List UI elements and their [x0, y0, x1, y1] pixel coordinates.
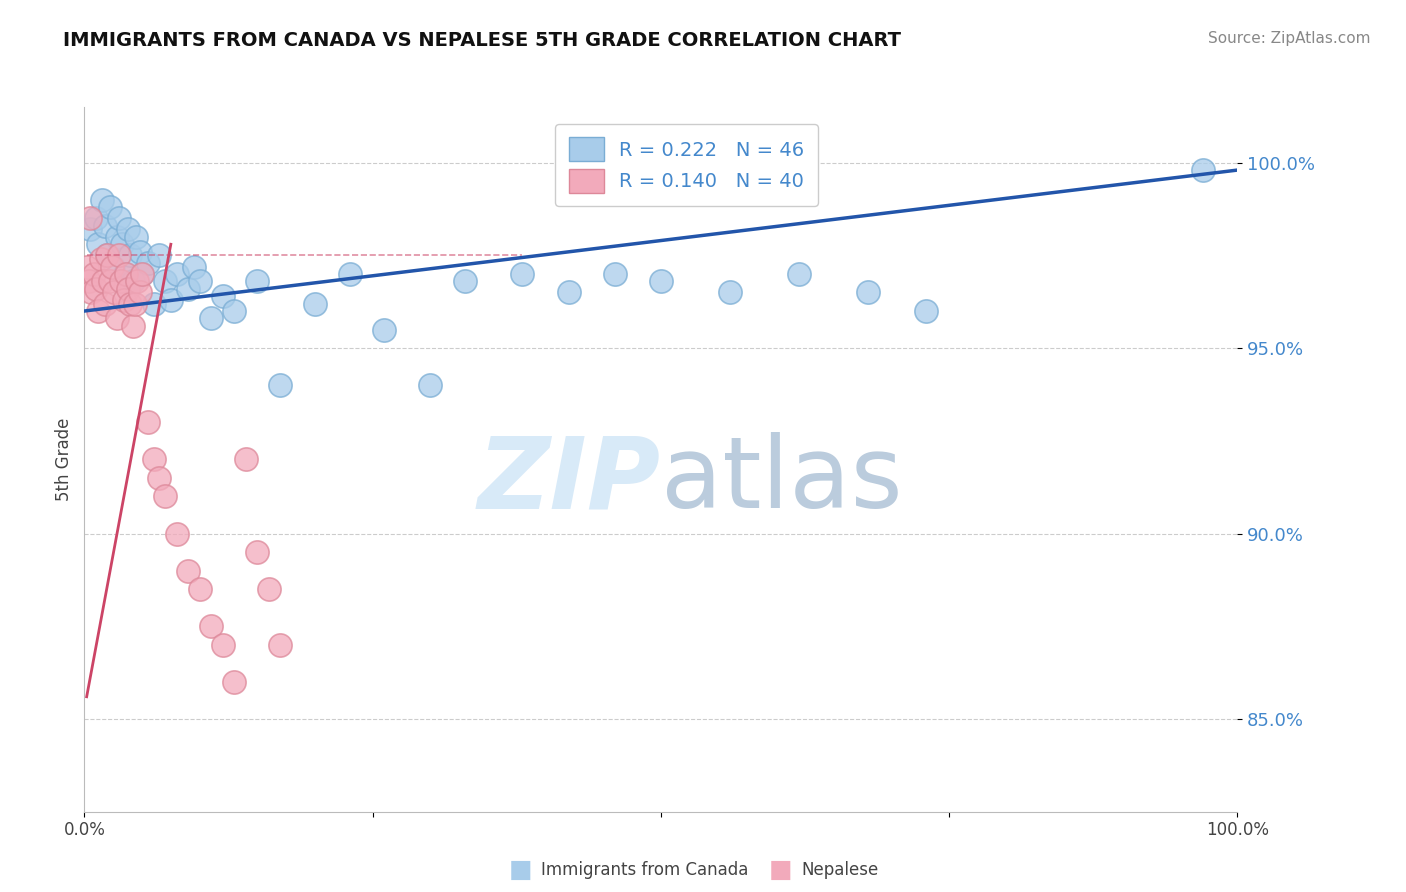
Point: [915, 304, 938, 318]
Point: [557, 285, 579, 300]
Point: [858, 285, 880, 300]
Point: [84, 282, 107, 296]
Point: [115, 267, 138, 281]
Point: [90, 193, 112, 207]
Point: [200, 619, 222, 633]
Point: [121, 274, 143, 288]
Point: [246, 545, 269, 559]
Point: [91, 274, 114, 288]
Point: [246, 274, 269, 288]
Point: [80, 285, 103, 300]
Point: [112, 293, 135, 307]
Text: Source: ZipAtlas.com: Source: ZipAtlas.com: [1208, 31, 1371, 46]
Point: [83, 267, 105, 281]
Point: [128, 285, 150, 300]
Point: [79, 222, 101, 236]
Point: [131, 267, 153, 281]
Point: [235, 452, 257, 467]
Point: [177, 282, 200, 296]
Point: [142, 452, 165, 467]
Point: [77, 274, 100, 288]
Point: [120, 296, 142, 310]
Point: [650, 274, 672, 288]
Point: [269, 638, 291, 652]
Point: [142, 296, 165, 310]
Point: [114, 267, 136, 281]
Point: [603, 267, 626, 281]
Point: [269, 378, 291, 392]
Point: [1191, 163, 1213, 178]
Point: [200, 311, 222, 326]
Point: [84, 211, 107, 226]
Point: [177, 564, 200, 578]
Text: ■: ■: [509, 858, 531, 881]
Point: [183, 260, 205, 274]
Point: [87, 237, 110, 252]
Text: ZIP: ZIP: [478, 432, 661, 529]
Point: [224, 674, 246, 689]
Point: [188, 274, 211, 288]
Point: [373, 322, 395, 336]
Point: [103, 285, 125, 300]
Point: [108, 211, 131, 226]
Point: [101, 260, 124, 274]
Point: [787, 267, 810, 281]
Point: [117, 222, 139, 236]
Point: [125, 230, 148, 244]
Point: [87, 304, 110, 318]
Text: Nepalese: Nepalese: [801, 861, 879, 879]
Point: [257, 582, 280, 597]
Point: [117, 282, 139, 296]
Point: [96, 248, 118, 262]
Point: [718, 285, 741, 300]
Text: ■: ■: [769, 858, 792, 881]
Point: [188, 582, 211, 597]
Point: [94, 219, 117, 233]
Point: [148, 471, 170, 485]
Point: [148, 248, 170, 262]
Point: [120, 248, 142, 262]
Point: [79, 211, 101, 226]
Point: [339, 267, 361, 281]
Point: [127, 274, 149, 288]
Point: [103, 260, 124, 274]
Point: [105, 311, 128, 326]
Point: [166, 267, 188, 281]
Legend: R = 0.222   N = 46, R = 0.140   N = 40: R = 0.222 N = 46, R = 0.140 N = 40: [555, 124, 818, 206]
Point: [136, 256, 159, 270]
Point: [136, 415, 159, 429]
Point: [211, 289, 233, 303]
Point: [419, 378, 441, 392]
Point: [124, 296, 146, 310]
Point: [512, 267, 534, 281]
Point: [128, 244, 150, 259]
Point: [110, 274, 132, 288]
Point: [111, 237, 134, 252]
Text: IMMIGRANTS FROM CANADA VS NEPALESE 5TH GRADE CORRELATION CHART: IMMIGRANTS FROM CANADA VS NEPALESE 5TH G…: [63, 31, 901, 50]
Point: [166, 526, 188, 541]
Point: [89, 252, 111, 266]
Point: [98, 274, 121, 288]
Point: [153, 274, 176, 288]
Point: [131, 267, 153, 281]
Point: [94, 296, 117, 310]
Text: atlas: atlas: [661, 432, 903, 529]
Point: [454, 274, 477, 288]
Point: [224, 304, 246, 318]
Text: Immigrants from Canada: Immigrants from Canada: [541, 861, 748, 879]
Point: [96, 248, 118, 262]
Point: [121, 318, 143, 333]
Point: [108, 248, 131, 262]
Y-axis label: 5th Grade: 5th Grade: [55, 417, 73, 501]
Point: [98, 200, 121, 214]
Point: [160, 293, 183, 307]
Point: [304, 296, 326, 310]
Point: [105, 230, 128, 244]
Point: [76, 260, 98, 274]
Point: [211, 638, 233, 652]
Point: [153, 490, 176, 504]
